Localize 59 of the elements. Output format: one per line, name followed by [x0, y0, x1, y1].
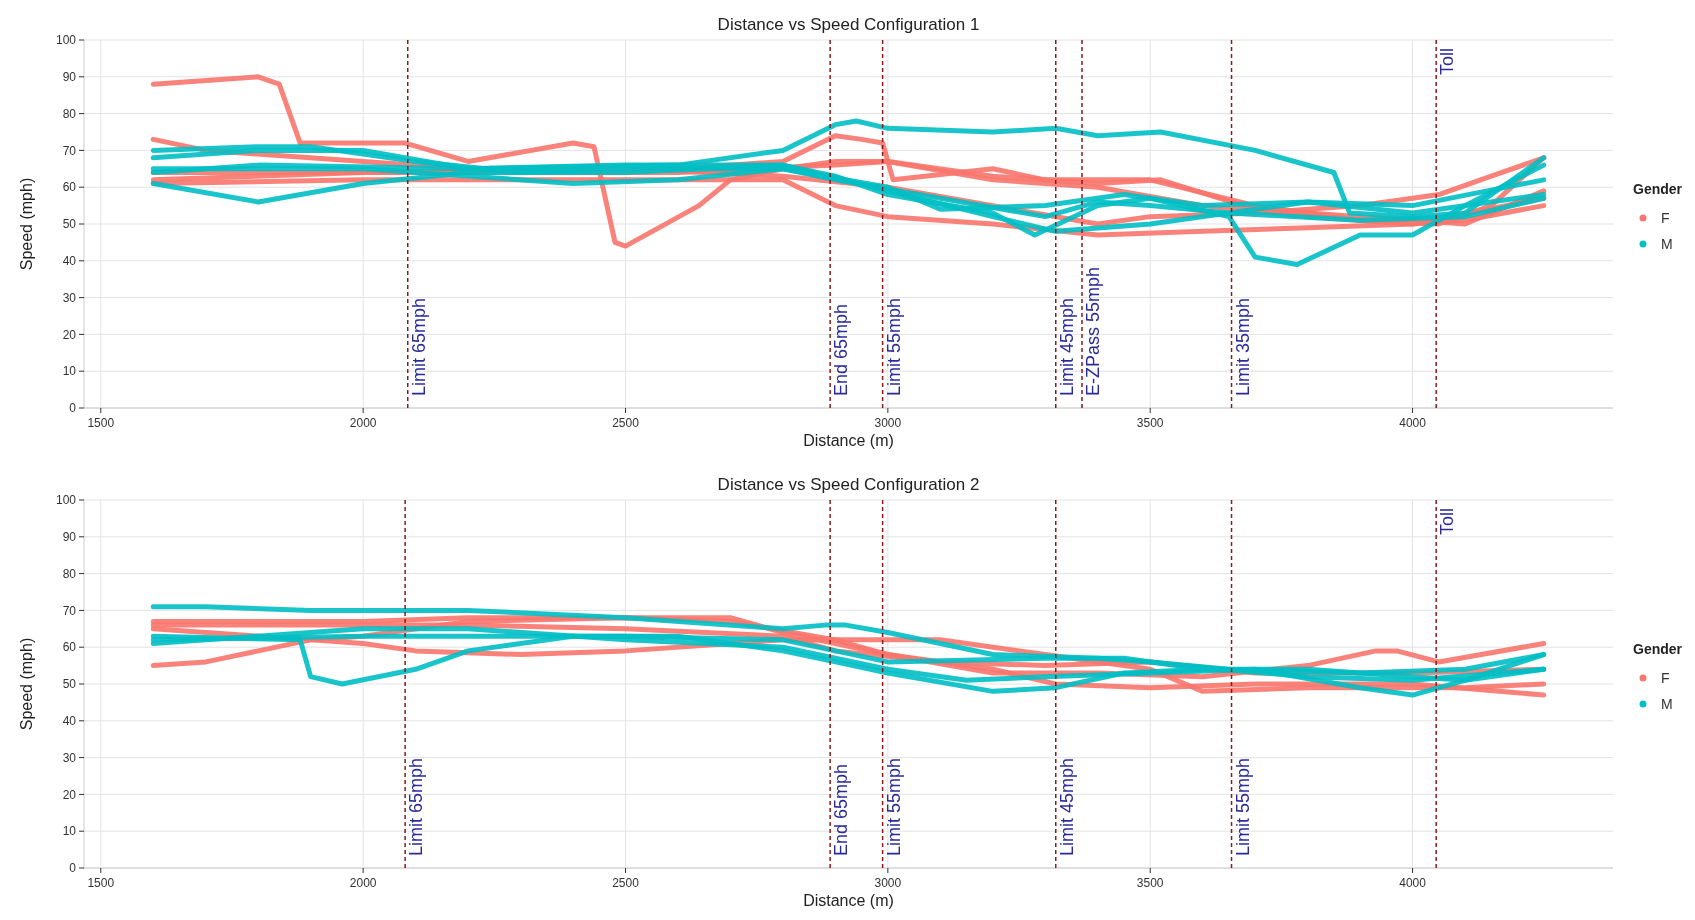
ref-line-label: Limit 35mph	[1232, 297, 1253, 396]
chart-title: Distance vs Speed Configuration 1	[717, 15, 980, 34]
ref-line-label: Toll	[1437, 508, 1458, 536]
legend-title: Gender	[1633, 181, 1683, 197]
ref-line-label: Limit 55mph	[883, 297, 904, 396]
x-axis-title: Distance (m)	[803, 432, 894, 449]
y-tick-label: 30	[62, 290, 77, 305]
x-tick-label: 3000	[874, 876, 902, 890]
x-tick-label: 1500	[87, 416, 115, 430]
legend-label: M	[1661, 695, 1673, 712]
y-tick-label: 0	[69, 401, 77, 416]
x-tick-label: 4000	[1399, 416, 1427, 430]
x-tick-label: 3000	[874, 416, 902, 430]
x-tick-label: 3500	[1136, 416, 1164, 430]
y-tick-label: 10	[62, 824, 77, 839]
ref-line-label: Limit 65mph	[406, 757, 427, 856]
y-tick-label: 20	[62, 787, 77, 802]
y-tick-label: 80	[62, 566, 77, 581]
x-axis-title: Distance (m)	[803, 892, 894, 909]
x-tick-label: 1500	[87, 876, 115, 890]
ref-line-label: Toll	[1437, 48, 1458, 76]
y-tick-label: 70	[62, 143, 77, 158]
legend-title: Gender	[1633, 641, 1683, 657]
ref-line-label: Limit 55mph	[1232, 757, 1253, 856]
chart-title: Distance vs Speed Configuration 2	[717, 475, 980, 494]
x-tick-label: 2000	[349, 876, 377, 890]
legend-label: F	[1661, 669, 1670, 686]
x-tick-label: 2500	[612, 876, 640, 890]
y-tick-label: 20	[62, 327, 77, 342]
y-tick-label: 90	[62, 70, 77, 84]
y-tick-label: 0	[69, 861, 77, 876]
y-tick-label: 100	[55, 33, 77, 48]
y-tick-label: 60	[62, 180, 77, 195]
x-tick-label: 2500	[612, 416, 640, 430]
ref-line-label: Limit 45mph	[1056, 297, 1077, 396]
y-tick-label: 40	[62, 254, 77, 268]
y-tick-label: 80	[62, 106, 77, 121]
ref-line-label: Limit 55mph	[883, 757, 904, 856]
y-tick-label: 50	[62, 217, 77, 232]
x-tick-label: 3500	[1136, 876, 1164, 890]
y-tick-label: 30	[62, 750, 77, 765]
y-axis-title: Speed (mph)	[18, 637, 35, 731]
y-tick-label: 10	[62, 364, 77, 379]
x-tick-label: 4000	[1399, 876, 1427, 890]
x-tick-label: 2000	[349, 416, 377, 430]
y-tick-label: 40	[62, 714, 77, 728]
ref-line-label: Limit 45mph	[1056, 757, 1077, 856]
ref-line-label: End 65mph	[831, 763, 852, 856]
y-tick-label: 90	[62, 530, 77, 544]
ref-line-label: Limit 65mph	[408, 297, 429, 396]
y-tick-label: 70	[62, 603, 77, 618]
legend-label: F	[1661, 209, 1670, 226]
legend-label: M	[1661, 235, 1673, 252]
y-tick-label: 100	[55, 493, 77, 508]
y-tick-label: 60	[62, 640, 77, 655]
ref-line-label: End 65mph	[831, 303, 852, 396]
y-axis-title: Speed (mph)	[18, 177, 35, 271]
y-tick-label: 50	[62, 677, 77, 692]
ref-line-label: E-ZPass 55mph	[1083, 266, 1103, 396]
